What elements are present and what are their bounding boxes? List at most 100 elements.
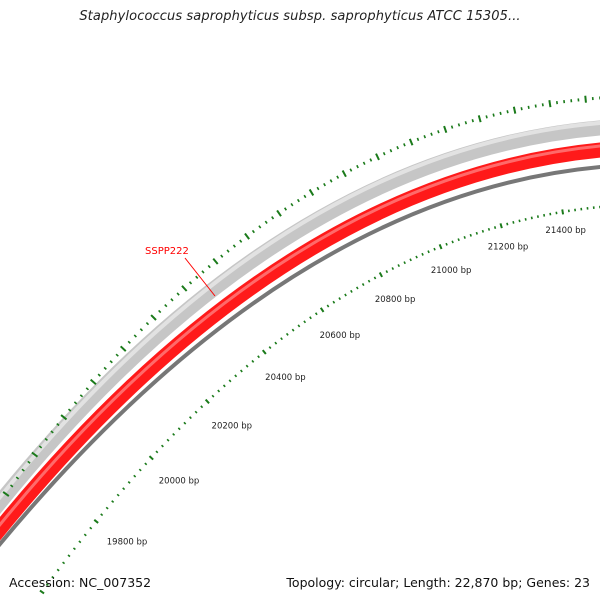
tick-mark xyxy=(133,474,137,478)
topology-summary: Topology: circular; Length: 22,870 bp; G… xyxy=(286,575,590,590)
tick-mark xyxy=(264,220,268,224)
tick-mark xyxy=(457,238,460,242)
tick-mark xyxy=(438,244,443,250)
tick-mark xyxy=(73,401,78,405)
tick-mark xyxy=(415,255,418,259)
tick-mark xyxy=(276,209,282,217)
tick-mark xyxy=(38,445,43,449)
tick-mark xyxy=(336,175,340,179)
scale-tick-label: 21200 bp xyxy=(488,243,529,253)
tick-mark xyxy=(303,194,307,199)
tick-mark xyxy=(103,366,107,371)
tick-mark xyxy=(308,188,315,196)
scale-tick-label: 20400 bp xyxy=(265,373,306,383)
tick-mark xyxy=(144,462,148,466)
tick-mark xyxy=(100,513,104,517)
tick-mark xyxy=(506,110,509,114)
tick-mark xyxy=(189,416,192,420)
tick-mark xyxy=(409,258,412,262)
tick-mark xyxy=(15,476,20,480)
tick-mark xyxy=(257,355,260,359)
tick-mark xyxy=(391,267,395,271)
tick-mark xyxy=(274,341,278,345)
tick-mark xyxy=(172,432,176,436)
tick-mark xyxy=(115,353,119,357)
tick-mark xyxy=(280,337,283,341)
tick-mark xyxy=(127,340,131,344)
tick-mark xyxy=(451,240,454,244)
tick-mark xyxy=(332,300,336,304)
tick-mark xyxy=(60,414,68,421)
tick-mark xyxy=(421,252,424,256)
gene-label: SSPP222 xyxy=(145,246,189,257)
map-title: Staphylococcus saprophyticus subsp. sapr… xyxy=(79,9,521,24)
tick-mark xyxy=(362,161,366,165)
inner-tick-marks xyxy=(39,205,600,595)
tick-mark xyxy=(427,250,430,254)
tick-mark xyxy=(309,316,312,320)
tick-mark xyxy=(62,561,66,565)
tick-mark xyxy=(204,398,210,404)
tick-mark xyxy=(326,304,330,308)
tick-mark xyxy=(375,153,380,161)
tick-mark xyxy=(464,121,468,125)
tick-mark xyxy=(251,359,255,363)
tick-mark xyxy=(463,236,466,239)
tick-mark xyxy=(93,519,99,524)
tick-mark xyxy=(493,226,497,229)
tick-mark xyxy=(329,179,333,183)
tick-mark xyxy=(251,229,255,234)
gene-arc-highlight xyxy=(0,144,600,528)
tick-mark xyxy=(338,297,342,301)
tick-mark xyxy=(469,233,472,237)
tick-mark xyxy=(56,568,60,572)
tick-mark xyxy=(116,493,120,497)
tick-mark xyxy=(341,170,347,178)
tick-mark xyxy=(50,430,54,434)
tick-mark xyxy=(527,105,530,109)
tick-mark xyxy=(160,444,164,448)
tick-mark xyxy=(212,257,219,265)
scale-tick-label: 20000 bp xyxy=(159,476,200,486)
tick-mark xyxy=(145,321,150,326)
tick-mark xyxy=(45,583,49,587)
tick-mark xyxy=(150,314,157,321)
tick-mark xyxy=(83,533,87,537)
tick-mark xyxy=(389,148,393,153)
tick-mark xyxy=(450,125,454,129)
tick-mark xyxy=(369,158,373,162)
tick-mark xyxy=(119,345,127,352)
tick-mark xyxy=(471,119,474,123)
tick-mark xyxy=(477,115,482,123)
gene-label-leader xyxy=(184,257,216,297)
tick-mark xyxy=(297,324,301,328)
scale-tick-label: 21000 bp xyxy=(431,266,472,276)
tick-mark xyxy=(170,298,174,302)
tick-mark xyxy=(44,437,48,441)
tick-mark xyxy=(89,378,97,385)
tick-mark xyxy=(385,270,389,274)
backbone-ring-highlight xyxy=(0,121,600,501)
tick-mark xyxy=(445,242,448,246)
tick-mark xyxy=(105,506,109,510)
tick-mark xyxy=(194,410,198,414)
tick-mark xyxy=(361,283,365,287)
gene-arc xyxy=(0,142,600,541)
tick-mark xyxy=(548,100,552,108)
tick-mark xyxy=(423,135,427,139)
tick-mark xyxy=(109,360,113,364)
tick-mark xyxy=(2,491,10,497)
tick-mark xyxy=(492,113,495,117)
tick-mark xyxy=(79,394,84,398)
tick-mark xyxy=(323,182,326,187)
tick-mark xyxy=(487,227,491,231)
tick-mark xyxy=(148,455,154,461)
tick-mark xyxy=(430,132,433,136)
scale-tick-label: 20800 bp xyxy=(375,295,416,305)
tick-mark xyxy=(396,146,399,150)
tick-mark xyxy=(344,293,347,297)
inner-ring xyxy=(0,165,600,548)
tick-mark xyxy=(443,125,448,134)
tick-mark xyxy=(234,374,238,378)
